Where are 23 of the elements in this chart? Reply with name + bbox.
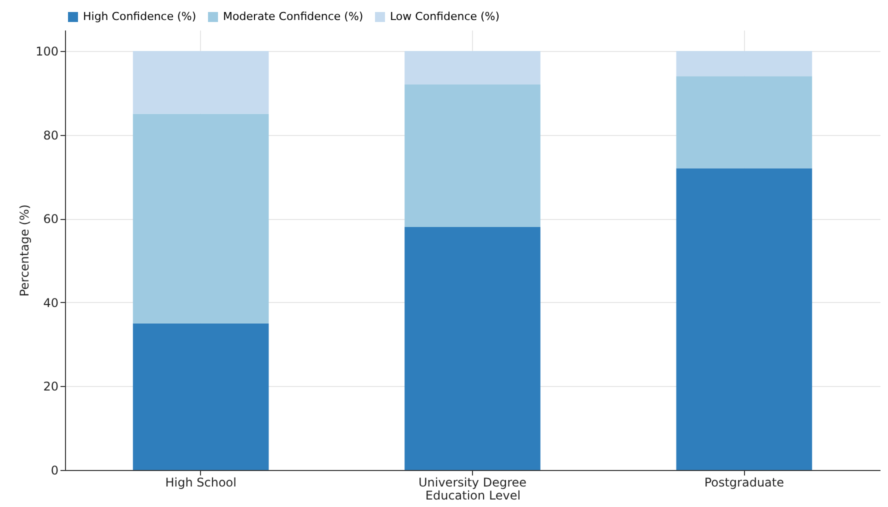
x-tick-label: University Degree — [418, 476, 527, 490]
y-tick-label: 60 — [43, 212, 58, 226]
bar — [404, 226, 540, 470]
bar — [676, 50, 812, 76]
bar — [404, 84, 540, 227]
bar — [132, 50, 269, 114]
y-tick-label: 40 — [43, 296, 58, 310]
y-tick-label: 0 — [50, 464, 58, 478]
x-axis-title: Education Level — [425, 488, 521, 502]
y-axis-title: Percentage (%) — [18, 204, 32, 297]
bar — [404, 50, 540, 84]
y-tick-label: 80 — [43, 128, 58, 142]
bar — [676, 76, 812, 168]
x-tick-label: High School — [165, 476, 236, 490]
legend-label: Low Confidence (%) — [390, 10, 500, 23]
y-tick-label: 20 — [43, 380, 58, 394]
legend-label: High Confidence (%) — [83, 10, 196, 23]
x-tick-label: Postgraduate — [704, 476, 784, 490]
bar — [676, 168, 812, 470]
y-tick-label: 100 — [36, 44, 58, 58]
bar — [132, 114, 269, 324]
legend-label: Moderate Confidence (%) — [223, 10, 364, 23]
bar — [132, 323, 269, 470]
